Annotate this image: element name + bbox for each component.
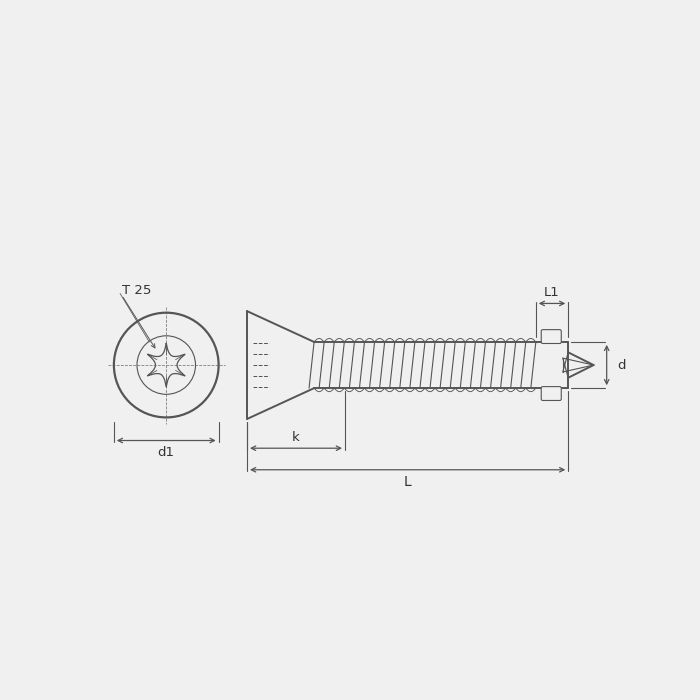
- FancyBboxPatch shape: [541, 330, 561, 344]
- Text: k: k: [292, 431, 300, 444]
- Text: T 25: T 25: [122, 284, 151, 297]
- FancyBboxPatch shape: [541, 386, 561, 400]
- Text: L1: L1: [544, 286, 560, 299]
- Text: d1: d1: [158, 447, 175, 459]
- Text: d: d: [617, 358, 626, 372]
- Text: L: L: [404, 475, 412, 489]
